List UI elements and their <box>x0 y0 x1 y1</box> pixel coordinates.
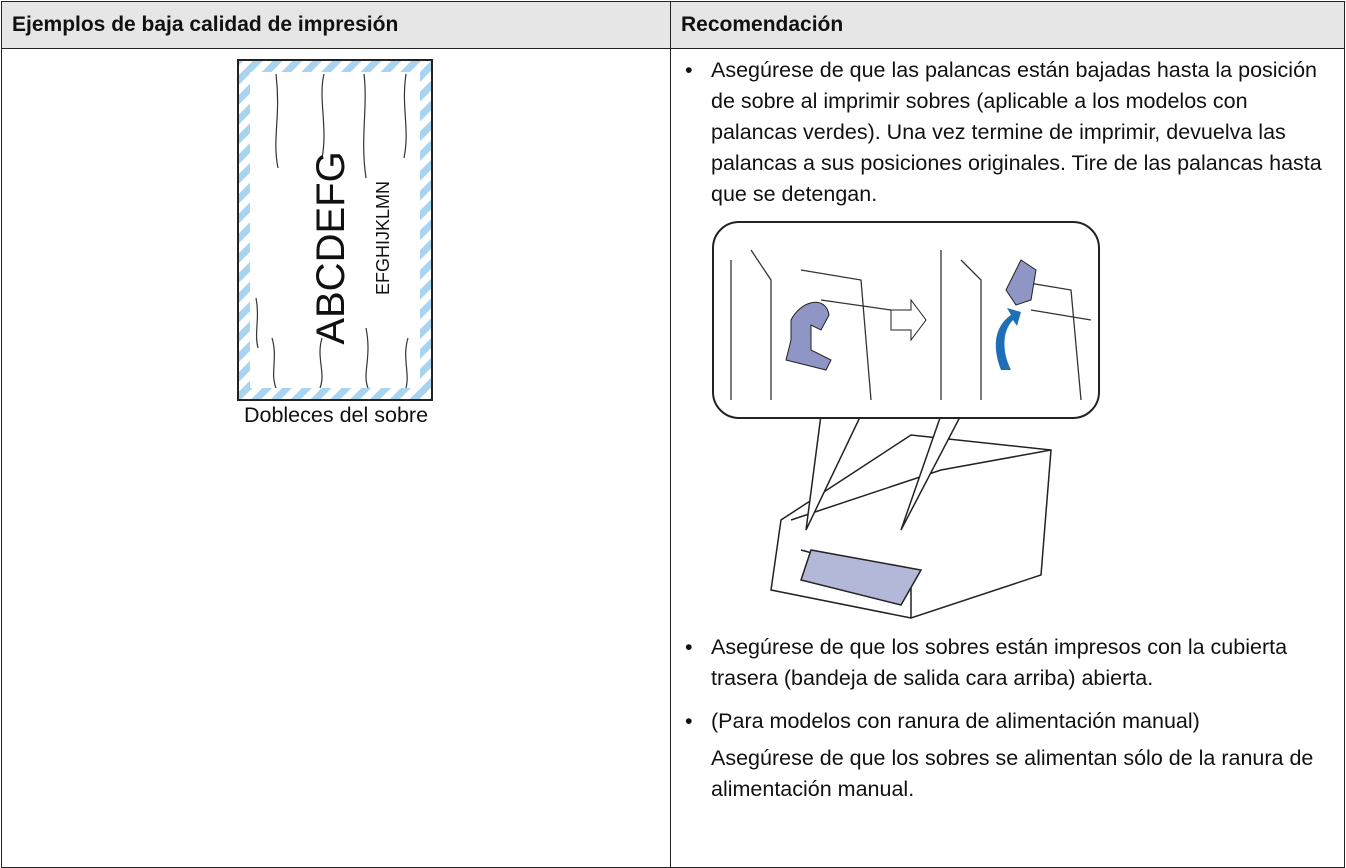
bullet-text: (Para modelos con ranura de alimentación… <box>711 709 1200 733</box>
bullet-text: Asegúrese de que las palancas están baja… <box>711 58 1322 206</box>
printer-illustration <box>712 221 1100 619</box>
bullet-item: Asegúrese de que los sobres están impres… <box>685 632 1330 694</box>
row: ABCDEFG EFGHIJKLMN Dobleces del sobre As… <box>1 48 1345 868</box>
bullet-list: Asegúrese de que las palancas están baja… <box>685 55 1330 805</box>
note-text: Asegúrese de que los sobres se alimentan… <box>711 746 1314 801</box>
sample-text: ABCDEFG <box>309 151 353 344</box>
caption: Dobleces del sobre <box>243 403 429 427</box>
bullet-text: Asegúrese de que los sobres están impres… <box>711 635 1288 690</box>
header-cell: Recomendación <box>670 1 1345 49</box>
recommendation-cell: Asegúrese de que las palancas están baja… <box>670 48 1345 868</box>
envelope-illustration: ABCDEFG EFGHIJKLMN <box>237 59 433 401</box>
example-cell: ABCDEFG EFGHIJKLMN Dobleces del sobre <box>1 48 671 868</box>
bullet-item: (Para modelos con ranura de alimentación… <box>685 706 1330 805</box>
sample-text: EFGHIJKLMN <box>373 181 393 295</box>
bullet-item: Asegúrese de que las palancas están baja… <box>685 55 1330 620</box>
header-cell: Ejemplos de baja calidad de impresión <box>1 1 671 49</box>
header-row: Ejemplos de baja calidad de impresión Re… <box>1 1 1345 49</box>
